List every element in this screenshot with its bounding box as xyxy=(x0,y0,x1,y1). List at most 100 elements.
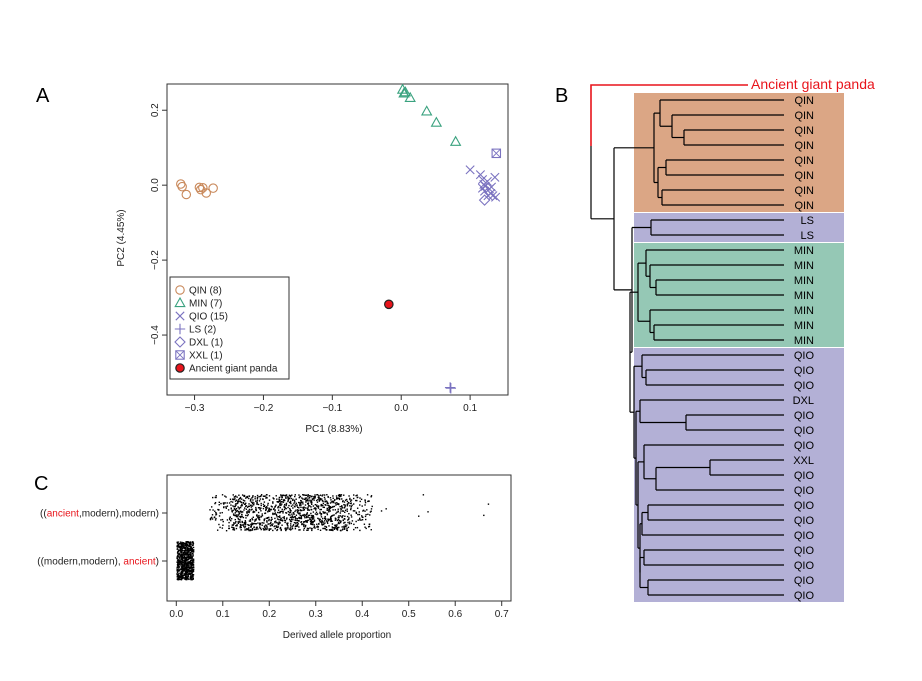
strip-dot xyxy=(256,502,258,505)
pca-x-axis-label: PC1 (8.83%) xyxy=(305,424,362,435)
strip-dot xyxy=(258,507,261,509)
strip-dot xyxy=(185,544,188,546)
strip-dot xyxy=(296,511,299,513)
strip-dot xyxy=(190,575,192,577)
strip-dot xyxy=(185,554,187,556)
strip-dot xyxy=(232,494,234,496)
strip-dot xyxy=(191,575,194,577)
strip-dot xyxy=(291,515,293,517)
strip-dot xyxy=(250,525,252,527)
strip-dot xyxy=(318,519,321,522)
strip-dot xyxy=(192,552,194,555)
pca-point xyxy=(404,91,416,103)
pca-point xyxy=(176,179,186,189)
strip-dot xyxy=(241,494,244,496)
strip-dot xyxy=(347,519,349,521)
strip-dot xyxy=(314,527,316,529)
strip-dot xyxy=(342,510,345,512)
strip-dot xyxy=(310,508,312,511)
strip-dot xyxy=(281,501,283,503)
strip-dot xyxy=(180,576,182,579)
strip-dot xyxy=(234,509,237,511)
strip-dot xyxy=(313,519,316,522)
strip-dot xyxy=(179,541,182,543)
strip-dot xyxy=(191,552,193,555)
tree-leaf-label: QIN xyxy=(794,170,814,182)
strip-dot xyxy=(245,497,247,499)
strip-dot xyxy=(290,518,293,521)
strip-dot xyxy=(252,495,254,497)
strip-dot xyxy=(260,502,262,505)
strip-dot xyxy=(359,504,361,506)
strip-dot xyxy=(191,576,193,578)
strip-dot xyxy=(343,526,345,528)
strip-dot xyxy=(279,521,281,524)
strip-dot xyxy=(191,571,193,573)
strip-dot xyxy=(274,517,276,520)
strip-dot xyxy=(322,500,324,503)
strip-dot xyxy=(245,502,247,505)
strip-dot xyxy=(358,511,360,513)
strip-dot xyxy=(214,519,217,521)
strip-dot xyxy=(335,495,338,497)
strip-dot xyxy=(287,514,290,516)
strip-dot xyxy=(185,544,187,547)
strip-dot xyxy=(306,520,309,522)
strip-dot xyxy=(178,574,180,577)
strip-category-labels: ((ancient,modern),modern)((modern,modern… xyxy=(37,509,167,568)
strip-dot xyxy=(335,524,337,526)
strip-dot xyxy=(237,506,239,508)
strip-dot xyxy=(351,520,354,522)
strip-dot xyxy=(306,507,309,510)
strip-dot xyxy=(311,521,313,524)
strip-dot xyxy=(316,504,318,506)
strip-category-label: ((ancient,modern),modern) xyxy=(40,509,159,520)
strip-dot xyxy=(318,518,320,520)
strip-dot xyxy=(262,507,265,510)
strip-dot xyxy=(234,508,236,511)
strip-dot xyxy=(182,574,185,577)
pca-legend-marker-box xyxy=(175,350,185,360)
strip-dot xyxy=(241,511,243,513)
strip-dot xyxy=(369,514,371,516)
strip-dot xyxy=(265,517,268,519)
strip-dot xyxy=(178,566,180,568)
strip-dot xyxy=(180,568,182,570)
strip-dot xyxy=(237,522,240,525)
strip-dot xyxy=(362,516,364,519)
strip-dot xyxy=(336,526,339,529)
strip-dot xyxy=(292,507,294,509)
strip-dot xyxy=(370,510,372,512)
strip-dot xyxy=(344,505,346,508)
strip-dot xyxy=(258,516,261,519)
strip-dot xyxy=(353,523,355,526)
pca-point xyxy=(449,135,462,146)
strip-dot xyxy=(321,495,323,497)
strip-dot xyxy=(294,525,297,528)
strip-dot xyxy=(324,522,326,524)
strip-dot xyxy=(282,510,284,513)
strip-dot xyxy=(307,506,309,508)
strip-dot xyxy=(183,544,185,546)
tree-leaf-label: MIN xyxy=(794,275,814,287)
strip-dot xyxy=(326,494,328,496)
strip-dot xyxy=(191,564,194,566)
strip-dot xyxy=(186,549,189,551)
strip-dot xyxy=(211,514,214,516)
strip-dot xyxy=(265,507,267,509)
strip-dot xyxy=(230,500,232,503)
strip-dot xyxy=(309,520,312,523)
strip-dot xyxy=(344,521,346,524)
strip-dot xyxy=(310,519,313,522)
strip-dot xyxy=(242,524,245,526)
strip-dot xyxy=(183,568,186,571)
strip-dot xyxy=(291,527,294,530)
strip-dot xyxy=(329,506,332,508)
strip-dot xyxy=(178,546,180,549)
strip-dot xyxy=(239,515,241,518)
strip-dot xyxy=(184,553,186,556)
strip-dot xyxy=(234,505,236,508)
pca-x-axis: −0.3 −0.2 −0.1 0.0 0.1 xyxy=(185,395,477,414)
strip-dot xyxy=(291,517,293,519)
strip-dot xyxy=(336,497,338,500)
